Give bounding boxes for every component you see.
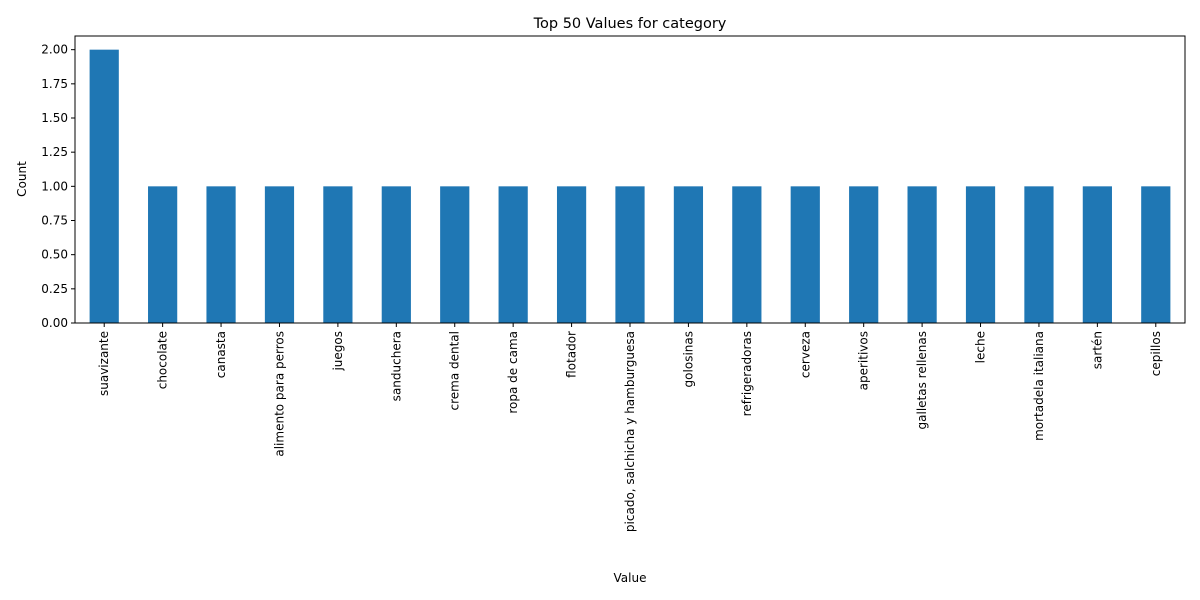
bar-15 [965, 186, 996, 323]
x-tick-label-13: aperitivos [857, 331, 871, 390]
x-tick-label-8: flotador [565, 331, 579, 378]
x-tick-label-2: canasta [214, 331, 228, 378]
y-tick-label-6: 1.50 [41, 111, 68, 125]
x-tick-label-14: galletas rellenas [915, 331, 929, 429]
y-tick-label-2: 0.50 [41, 248, 68, 262]
y-tick-label-7: 1.75 [41, 77, 68, 91]
x-tick-label-11: refrigeradoras [740, 331, 754, 416]
x-axis: suavizante chocolate canasta alimento para … [97, 323, 1163, 532]
bars-group [89, 49, 1171, 324]
bar-11 [732, 186, 762, 323]
bar-14 [907, 186, 937, 323]
bar-12 [790, 186, 820, 323]
chart-title: Top 50 Values for category [533, 16, 727, 32]
bar-4 [323, 186, 353, 323]
bar-18 [1141, 186, 1171, 323]
x-tick-label-15: leche [974, 331, 988, 363]
x-tick-label-10: golosinas [681, 331, 695, 387]
y-tick-label-0: 0.00 [41, 316, 68, 330]
bar-6 [440, 186, 470, 323]
bar-13 [849, 186, 879, 323]
bar-1 [148, 186, 178, 323]
x-tick-label-4: juegos [331, 331, 345, 372]
x-tick-label-12: cerveza [798, 331, 812, 378]
x-tick-label-7: ropa de cama [506, 331, 520, 414]
y-tick-label-1: 0.25 [41, 282, 68, 296]
bar-10 [673, 186, 704, 323]
x-tick-label-17: sartén [1090, 331, 1104, 369]
y-tick-label-3: 0.75 [41, 214, 68, 228]
x-tick-label-5: sanduchera [389, 331, 403, 401]
bar-3 [264, 186, 295, 323]
bar-17 [1082, 186, 1112, 323]
bar-2 [206, 186, 236, 323]
x-tick-label-18: cepillos [1149, 331, 1163, 376]
x-tick-label-0: suavizante [97, 331, 111, 396]
bar-7 [498, 186, 528, 323]
x-tick-label-3: alimento para perros [272, 331, 286, 457]
x-tick-label-16: mortadela italiana [1032, 331, 1046, 441]
y-axis-label: Count [15, 161, 29, 197]
y-tick-label-5: 1.25 [41, 145, 68, 159]
bar-0 [89, 49, 119, 324]
plot-frame [74, 35, 1186, 324]
x-tick-label-6: crema dental [448, 331, 462, 411]
y-tick-label-4: 1.00 [41, 179, 68, 193]
x-tick-label-1: chocolate [156, 331, 170, 389]
x-tick-label-9: picado, salchicha y hamburguesa [623, 331, 637, 532]
bar-8 [556, 186, 587, 323]
x-axis-label: Value [614, 571, 647, 585]
y-axis: 0.00 0.25 0.50 0.75 1.00 1.25 1.50 1.75 2.00 [41, 43, 75, 330]
bar-9 [615, 186, 645, 323]
bar-16 [1024, 186, 1054, 323]
bar-5 [381, 186, 411, 323]
y-tick-label-8: 2.00 [41, 43, 68, 57]
